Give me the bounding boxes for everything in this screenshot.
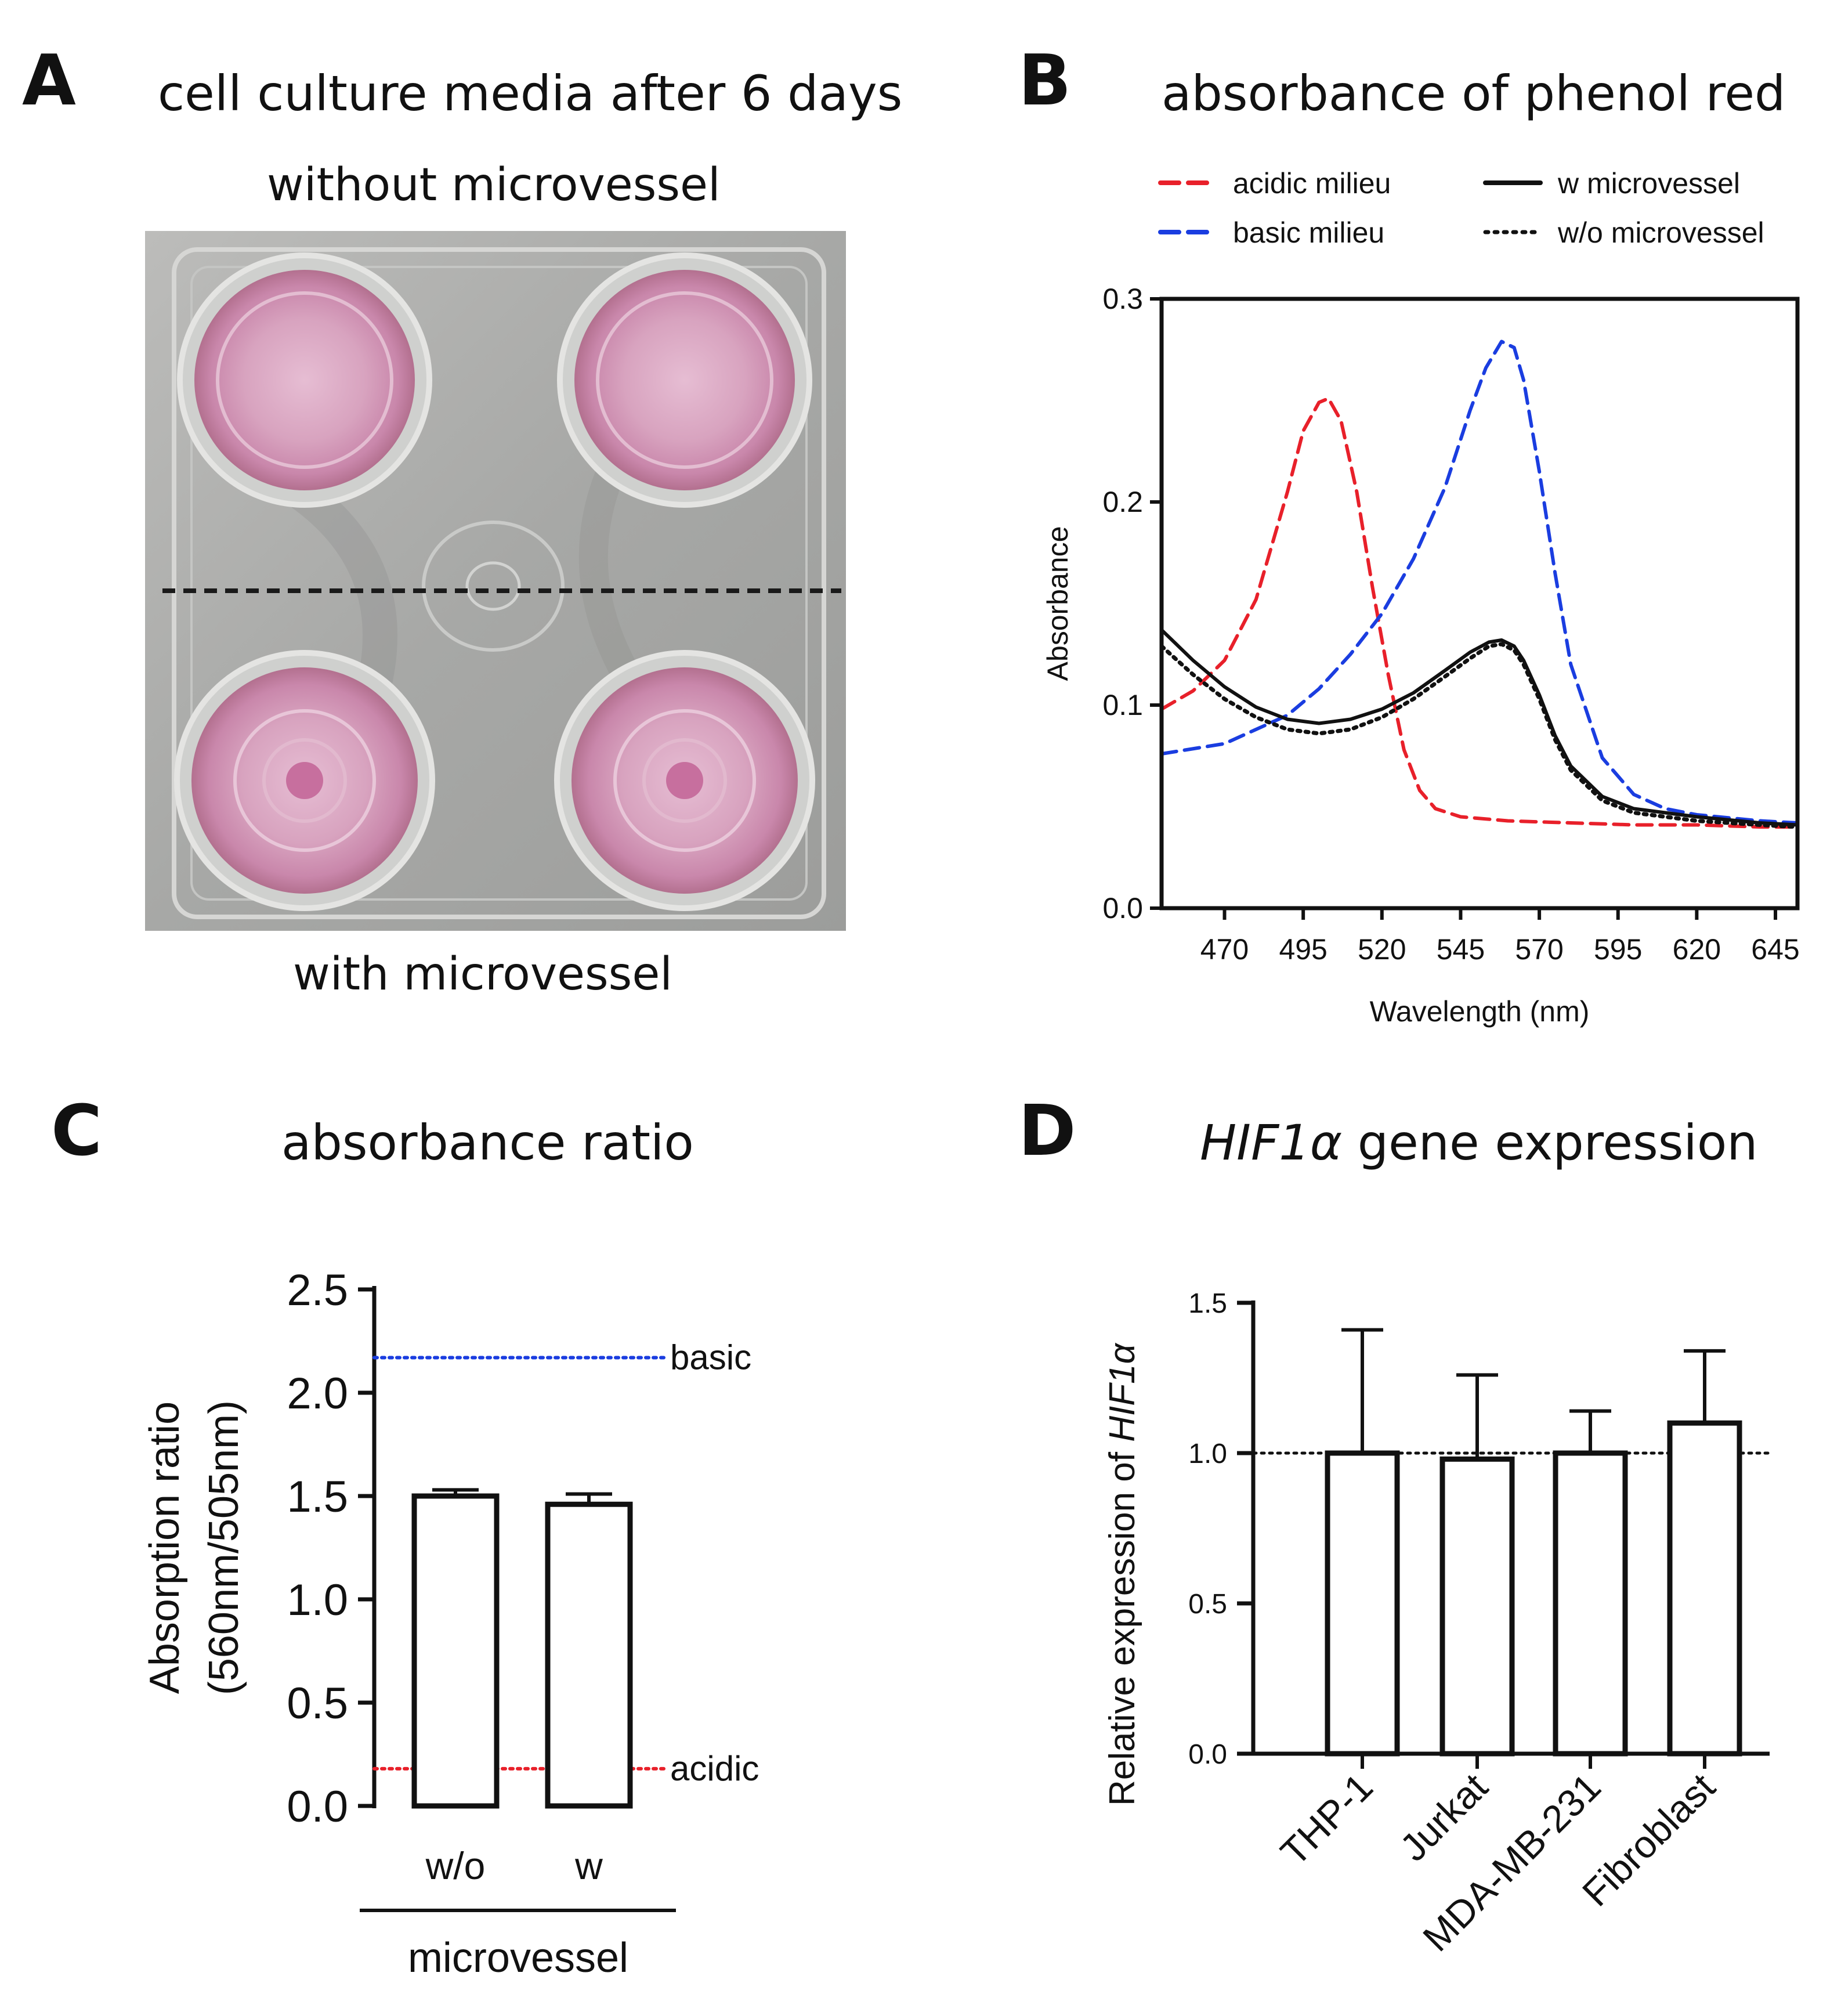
- legend-label-w-microvessel: w microvessel: [1557, 167, 1740, 200]
- x-axis-label: Wavelength (nm): [1370, 995, 1590, 1028]
- reference-label-basic: basic: [670, 1338, 751, 1376]
- y-tick-label: 1.0: [1188, 1439, 1227, 1469]
- bar-w-o: [411, 1493, 500, 1809]
- bar-thp-1: [1325, 1450, 1400, 1757]
- x-tick-label: 620: [1673, 933, 1721, 966]
- y-tick-label: 2.0: [287, 1369, 348, 1418]
- y-tick-label: 1.0: [287, 1576, 348, 1625]
- panel-d-title-gene: HIF1α: [1200, 1114, 1342, 1171]
- panel-c-chart: 0.0 0.5 1.0 1.5 2.0 2.5 basic acidic w/o w microve…: [142, 1266, 759, 1981]
- x-tick-label: 495: [1279, 933, 1327, 966]
- x-tick-label: 545: [1437, 933, 1485, 966]
- y-axis-label-gene: HIF1α: [1102, 1342, 1142, 1441]
- y-axis-label-line-2: (560nm/505nm): [201, 1400, 247, 1695]
- bar-jurkat: [1439, 1456, 1515, 1757]
- bar-w: [545, 1501, 633, 1809]
- y-tick-label: 0.2: [1102, 486, 1143, 518]
- panel-a-title: cell culture media after 6 days: [158, 65, 902, 122]
- y-tick-label: 0.5: [1188, 1589, 1227, 1620]
- reference-label-acidic: acidic: [670, 1749, 759, 1788]
- y-tick-label: 0.1: [1102, 689, 1143, 721]
- x-tick-label: w: [574, 1844, 603, 1887]
- panel-b-title: absorbance of phenol red: [1162, 65, 1785, 122]
- y-tick-label: 1.5: [1188, 1288, 1227, 1319]
- group-label: microvessel: [408, 1935, 628, 1981]
- panel-b-legend: acidic milieu basic milieu w microvessel w/…: [1158, 167, 1764, 249]
- panel-d-letter: D: [1018, 1091, 1076, 1172]
- panel-a-letter: A: [22, 41, 76, 121]
- y-tick-label: 2.5: [287, 1266, 348, 1315]
- y-axis-label: Relative expression of HIF1α: [1102, 1342, 1142, 1806]
- y-tick-label: 0.3: [1102, 283, 1143, 315]
- bar-mda-mb-231: [1553, 1450, 1628, 1757]
- x-tick-label: 470: [1200, 933, 1249, 966]
- bar-fibroblast: [1667, 1420, 1742, 1757]
- x-tick-label: 520: [1358, 933, 1406, 966]
- x-tick-label: 645: [1751, 933, 1799, 966]
- panel-d-title-rest: gene expression: [1342, 1114, 1757, 1171]
- microvessel-dot: [666, 762, 703, 799]
- panel-a: A cell culture media after 6 days withou…: [22, 41, 902, 1000]
- legend-label-w-o-microvessel: w/o microvessel: [1557, 216, 1764, 249]
- y-tick-label: 0.0: [1102, 892, 1143, 924]
- x-tick-label: 595: [1594, 933, 1642, 966]
- panel-c-letter: C: [51, 1091, 102, 1172]
- well-bottom-left: [174, 650, 435, 911]
- y-tick-label: 0.5: [287, 1679, 348, 1728]
- y-axis-label: Absorbance: [1041, 526, 1074, 681]
- culture-plate-photo: [145, 231, 846, 931]
- legend-label-acidic-milieu: acidic milieu: [1233, 167, 1391, 200]
- series-line-w-microvessel: [1160, 628, 1799, 827]
- x-tick-label: Jurkat: [1391, 1765, 1495, 1869]
- y-tick-label: 0.0: [1188, 1739, 1227, 1770]
- y-axis-label-prefix: Relative expression of: [1102, 1442, 1142, 1806]
- series-line-w-o-microvessel: [1159, 642, 1800, 829]
- panel-b-chart: 0.0 0.1 0.2 0.3 470 495 520 545 570 595 620 645 Wave…: [1041, 283, 1800, 1028]
- plot-frame: [1159, 297, 1800, 911]
- series-line-basic-milieu: [1160, 339, 1799, 825]
- well-top-right: [557, 252, 812, 508]
- microvessel-dot: [286, 762, 323, 799]
- panel-c: C absorbance ratio 0.0 0.5 1.0 1.5 2.0 2.5 bas…: [51, 1091, 759, 1981]
- x-tick-label: 570: [1515, 933, 1563, 966]
- legend-label-basic-milieu: basic milieu: [1233, 216, 1384, 249]
- well-bottom-right: [554, 650, 815, 911]
- panel-d-title: HIF1α gene expression: [1200, 1114, 1758, 1171]
- panel-d: D HIF1α gene expression 0.0 0.5 1.0 1.5 THP-…: [1018, 1091, 1771, 1960]
- panel-a-top-label: without microvessel: [267, 159, 721, 211]
- panel-c-title: absorbance ratio: [281, 1114, 694, 1171]
- y-tick-label: 1.5: [287, 1472, 348, 1522]
- series-line-acidic-milieu: [1160, 396, 1799, 829]
- x-tick-label: THP-1: [1272, 1765, 1381, 1874]
- panel-a-bottom-label: with microvessel: [293, 948, 672, 1000]
- panel-b-letter: B: [1018, 41, 1071, 121]
- well-top-left: [177, 252, 432, 508]
- x-tick-label: w/o: [425, 1844, 486, 1887]
- y-axis-label-line-1: Absorption ratio: [142, 1401, 188, 1694]
- panel-b: B absorbance of phenol red acidic milieu…: [1018, 41, 1800, 1028]
- y-tick-label: 0.0: [287, 1782, 348, 1831]
